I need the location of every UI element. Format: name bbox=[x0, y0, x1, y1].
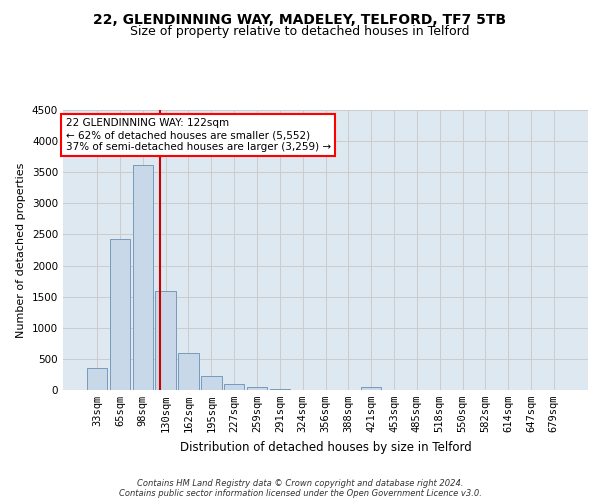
Y-axis label: Number of detached properties: Number of detached properties bbox=[16, 162, 26, 338]
Bar bbox=[247, 386, 267, 390]
X-axis label: Distribution of detached houses by size in Telford: Distribution of detached houses by size … bbox=[179, 440, 472, 454]
Text: 22, GLENDINNING WAY, MADELEY, TELFORD, TF7 5TB: 22, GLENDINNING WAY, MADELEY, TELFORD, T… bbox=[94, 12, 506, 26]
Text: Size of property relative to detached houses in Telford: Size of property relative to detached ho… bbox=[130, 25, 470, 38]
Text: Contains HM Land Registry data © Crown copyright and database right 2024.: Contains HM Land Registry data © Crown c… bbox=[137, 478, 463, 488]
Bar bbox=[224, 384, 244, 390]
Bar bbox=[361, 387, 382, 390]
Bar bbox=[201, 376, 221, 390]
Text: 22 GLENDINNING WAY: 122sqm
← 62% of detached houses are smaller (5,552)
37% of s: 22 GLENDINNING WAY: 122sqm ← 62% of deta… bbox=[65, 118, 331, 152]
Bar bbox=[178, 352, 199, 390]
Bar bbox=[110, 240, 130, 390]
Text: Contains public sector information licensed under the Open Government Licence v3: Contains public sector information licen… bbox=[119, 488, 481, 498]
Bar bbox=[155, 291, 176, 390]
Bar bbox=[87, 368, 107, 390]
Bar bbox=[133, 165, 153, 390]
